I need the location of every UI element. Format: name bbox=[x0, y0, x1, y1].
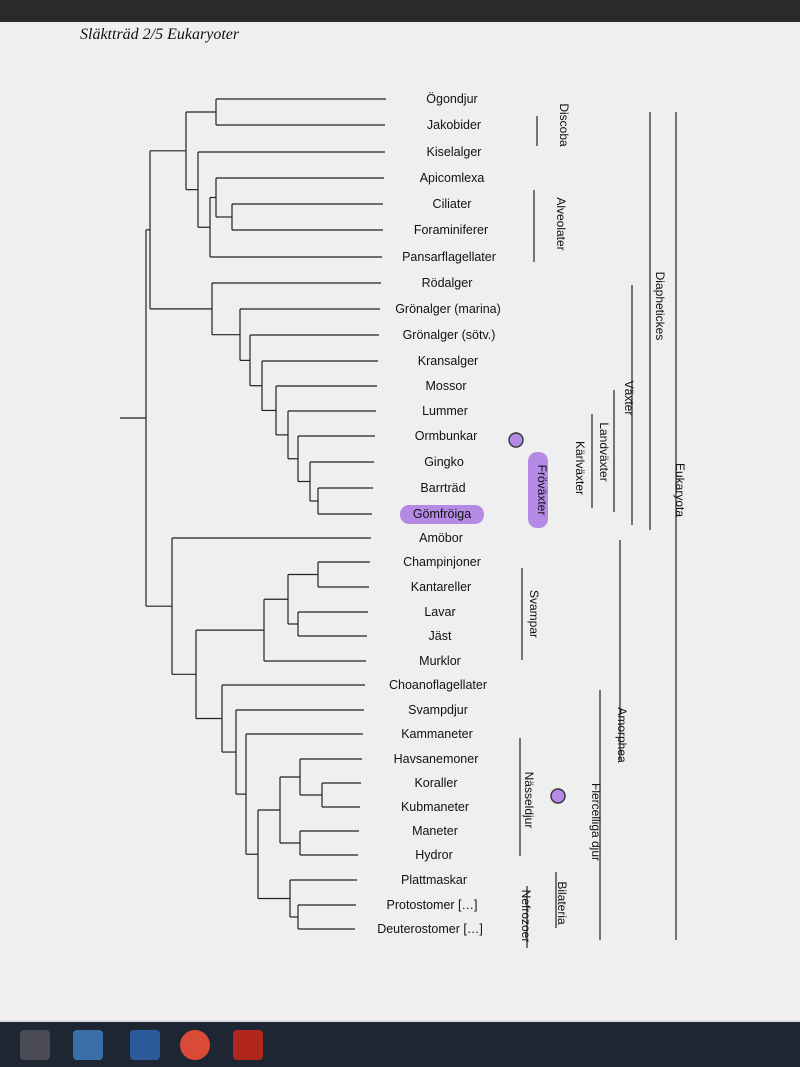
group-label: Svampar bbox=[527, 590, 541, 638]
taxon-label: Kubmaneter bbox=[401, 800, 469, 814]
taxon-label: Ormbunkar bbox=[415, 429, 478, 443]
group-label: Eukaryota bbox=[673, 463, 687, 517]
taxon-label: Choanoflagellater bbox=[389, 678, 487, 692]
taskbar bbox=[0, 1022, 800, 1067]
group-label: Flercelliga djur bbox=[589, 783, 603, 861]
group-label: Kärlväxter bbox=[573, 441, 587, 495]
group-label: Nässeldjur bbox=[522, 772, 536, 829]
taxon-label: Jakobider bbox=[427, 118, 481, 132]
chrome-icon[interactable] bbox=[180, 1030, 210, 1060]
group-label: Alveolater bbox=[554, 197, 568, 250]
group-label: Discoba bbox=[557, 103, 571, 147]
taxon-label: Grönalger (marina) bbox=[395, 302, 501, 316]
taxon-label: Kransalger bbox=[418, 354, 478, 368]
highlight-marker bbox=[528, 452, 548, 528]
highlight-marker bbox=[400, 505, 484, 524]
group-label: Växter bbox=[622, 381, 636, 416]
taxon-label: Kammaneter bbox=[401, 727, 473, 741]
page-title: Släktträd 2/5 Eukaryoter bbox=[80, 26, 240, 43]
taxon-label: Lavar bbox=[424, 605, 455, 619]
taxon-label: Deuterostomer […] bbox=[377, 922, 483, 936]
mail-icon[interactable] bbox=[73, 1030, 103, 1060]
taxon-label: Hydror bbox=[415, 848, 453, 862]
phylogenetic-tree: Ögondjur Jakobider Kiselalger Apicomlexa Cil… bbox=[120, 92, 687, 948]
group-label: Amorphea bbox=[615, 707, 629, 763]
marker-circle-icon bbox=[508, 432, 524, 448]
taxon-label: Amöbor bbox=[419, 531, 463, 545]
taxon-label: Mossor bbox=[426, 379, 467, 393]
group-label: Nefrozoer bbox=[519, 890, 533, 943]
taxon-label: Barrträd bbox=[420, 481, 465, 495]
group-label: Fröväxter bbox=[535, 465, 549, 516]
store-icon[interactable] bbox=[20, 1030, 50, 1060]
taxon-label: Svampdjur bbox=[408, 703, 468, 717]
taxon-label: Ögondjur bbox=[426, 92, 477, 106]
group-label: Diaphetickes bbox=[653, 272, 667, 341]
taxon-label: Koraller bbox=[414, 776, 457, 790]
taxon-label: Lummer bbox=[422, 404, 468, 418]
taxon-label: Gingko bbox=[424, 455, 464, 469]
document-page: Släktträd 2/5 Eukaryoter Ögondjur Jakobid… bbox=[0, 0, 800, 1020]
taxon-label: Champinjoner bbox=[403, 555, 481, 569]
group-label: Landväxter bbox=[597, 422, 611, 481]
taxon-label: Jäst bbox=[429, 629, 452, 643]
taxon-label: Gömfröiga bbox=[413, 507, 471, 521]
taxon-label: Plattmaskar bbox=[401, 873, 467, 887]
taxon-label: Grönalger (sötv.) bbox=[403, 328, 496, 342]
taxon-label: Maneter bbox=[412, 824, 458, 838]
taxon-label: Kiselalger bbox=[427, 145, 482, 159]
taxon-label: Foraminiferer bbox=[414, 223, 488, 237]
document-top-edge bbox=[0, 0, 800, 22]
group-label: Bilateria bbox=[555, 881, 569, 925]
taxon-label: Murklor bbox=[419, 654, 461, 668]
document-icon[interactable] bbox=[130, 1030, 160, 1060]
taxon-label: Protostomer […] bbox=[387, 898, 478, 912]
taxon-label: Havsanemoner bbox=[394, 752, 479, 766]
pdf-icon[interactable] bbox=[233, 1030, 263, 1060]
taxon-label: Rödalger bbox=[422, 276, 473, 290]
taxon-label: Pansarflagellater bbox=[402, 250, 496, 264]
taxon-label: Kantareller bbox=[411, 580, 471, 594]
taxon-label: Ciliater bbox=[433, 197, 472, 211]
taxon-label: Apicomlexa bbox=[420, 171, 485, 185]
marker-circle-icon bbox=[550, 788, 566, 804]
